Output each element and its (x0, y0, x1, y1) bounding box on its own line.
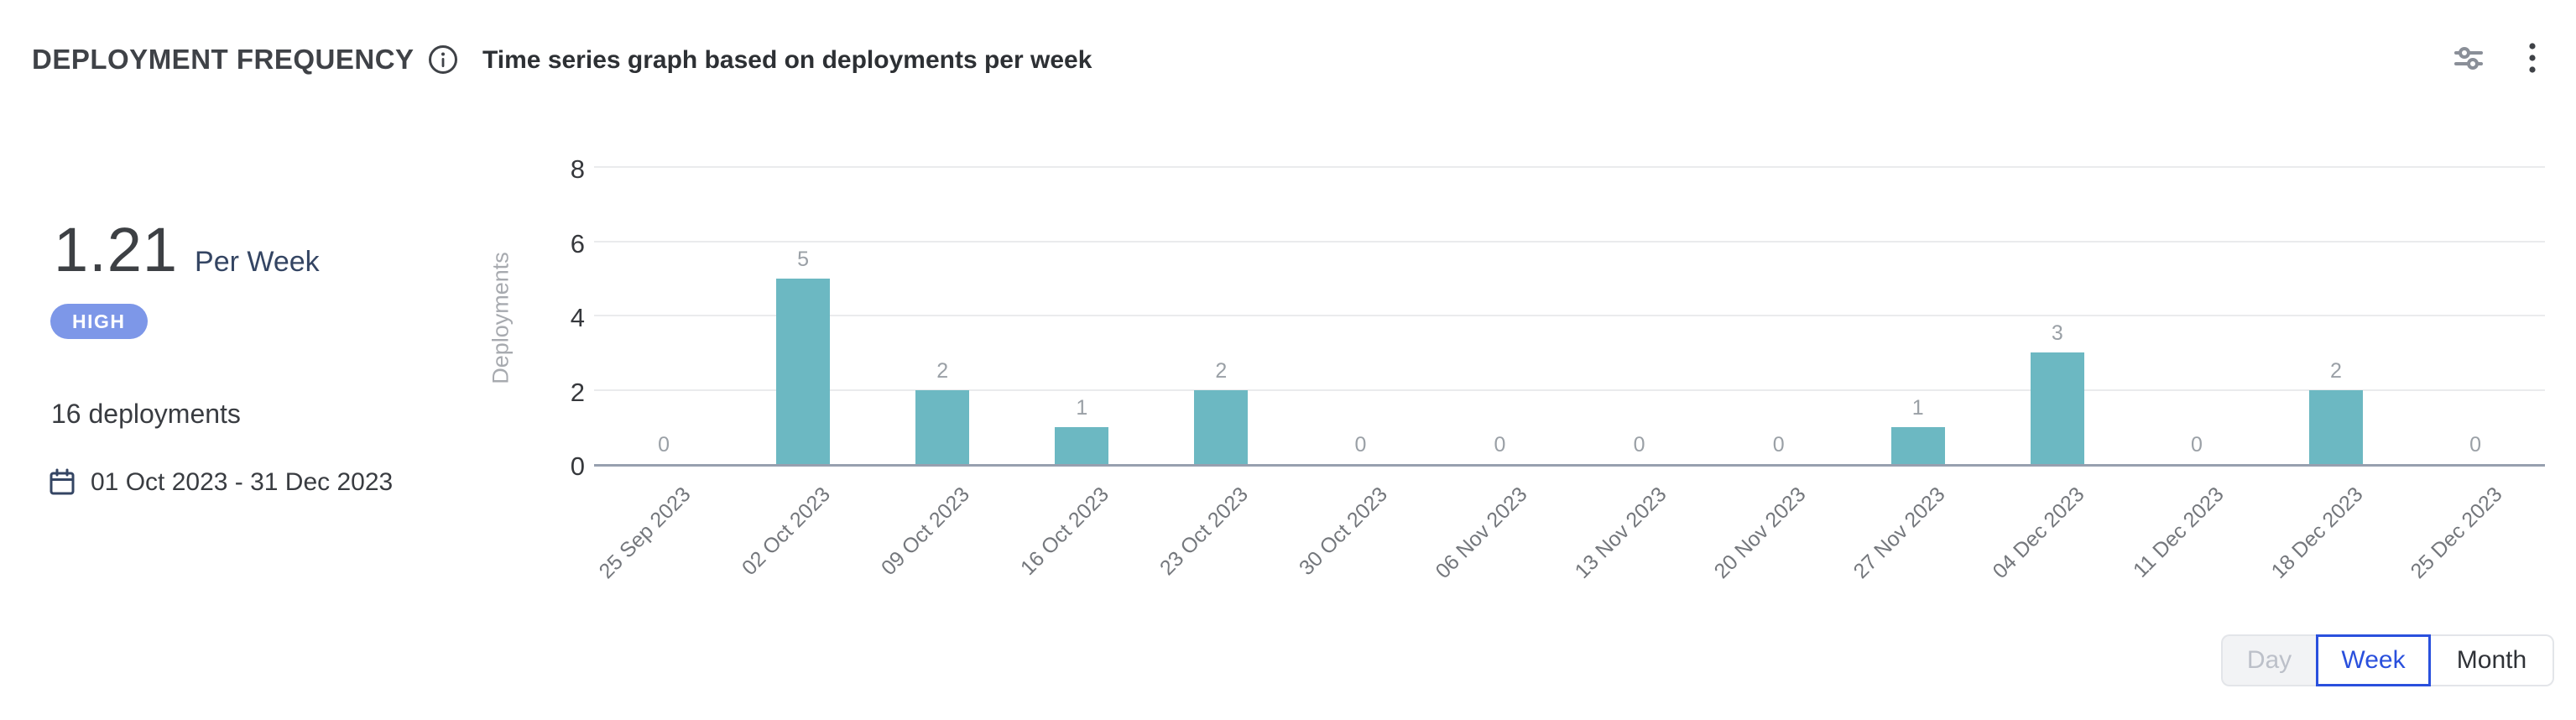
toggle-day-button[interactable]: Day (2221, 634, 2316, 686)
y-tick-label: 8 (570, 154, 585, 184)
plot-area: 0 25 Sep 2023 5 02 Oct 2023 2 09 Oct 2023 1 16 … (594, 166, 2545, 584)
deployment-bar (1194, 389, 1249, 464)
bar-value-label: 0 (1633, 433, 1645, 457)
date-range: 01 Oct 2023 - 31 Dec 2023 (49, 468, 393, 497)
y-tick-label: 6 (570, 228, 585, 258)
bar-value-label: 0 (1772, 433, 1785, 457)
x-axis-label: 30 Oct 2023 (1295, 483, 1393, 581)
summary-panel: 1.21 Per Week HIGH 16 deployments 01 Oct… (0, 0, 470, 720)
granularity-toggle: Day Week Month (2221, 634, 2554, 686)
bar-value-label: 3 (2051, 321, 2063, 346)
bar-slot: 2 18 Dec 2023 (2266, 170, 2406, 583)
deployment-bar (1890, 426, 1945, 464)
gridline (594, 166, 2545, 168)
bar-value-label: 1 (1911, 395, 1924, 420)
x-axis-label: 09 Oct 2023 (876, 483, 975, 581)
bar-slot: 0 25 Dec 2023 (2406, 170, 2545, 584)
bar-slot: 0 20 Nov 2023 (1709, 170, 1849, 584)
bar-value-label: 1 (1076, 395, 1088, 420)
bar-value-label: 0 (1494, 433, 1506, 457)
date-range-text: 01 Oct 2023 - 31 Dec 2023 (91, 468, 394, 496)
info-icon[interactable] (428, 44, 458, 75)
x-axis-label: 11 Dec 2023 (2128, 483, 2229, 582)
y-axis-ticks: 0 2 4 6 8 (503, 156, 585, 480)
bar-slot: 1 16 Oct 2023 (1012, 170, 1151, 580)
bar-slot: 3 04 Dec 2023 (1988, 170, 2127, 583)
deployment-bar (1055, 426, 1109, 464)
deployment-bar (776, 278, 831, 464)
performance-level-badge: HIGH (50, 304, 148, 339)
x-axis-label: 25 Dec 2023 (2406, 483, 2507, 584)
x-axis-label: 18 Dec 2023 (2266, 483, 2368, 584)
y-tick-label: 0 (570, 451, 585, 481)
bar-value-label: 0 (658, 433, 670, 457)
x-axis-label: 16 Oct 2023 (1015, 483, 1114, 581)
x-axis-label: 13 Nov 2023 (1570, 483, 1671, 584)
header-actions (2450, 37, 2541, 79)
deployment-bar (2308, 389, 2363, 464)
y-tick-label: 2 (570, 377, 585, 407)
x-axis-label: 20 Nov 2023 (1709, 483, 1811, 584)
toggle-week-button[interactable]: Week (2316, 634, 2431, 686)
x-axis-label: 04 Dec 2023 (1988, 483, 2089, 584)
deployment-bar (2030, 352, 2084, 464)
x-axis-label: 06 Nov 2023 (1431, 483, 1532, 584)
bar-value-label: 2 (936, 358, 949, 383)
x-axis-label: 27 Nov 2023 (1849, 483, 1950, 584)
x-axis-label: 02 Oct 2023 (737, 483, 835, 581)
frequency-value: 1.21 (54, 215, 179, 284)
toggle-month-button[interactable]: Month (2431, 634, 2554, 686)
bar-value-label: 0 (2469, 433, 2481, 457)
bar-slot: 0 25 Sep 2023 (594, 170, 733, 584)
y-tick-label: 4 (570, 303, 585, 332)
gridline (594, 389, 2545, 391)
bar-slot: 2 09 Oct 2023 (873, 170, 1012, 580)
chart-settings-button[interactable] (2450, 39, 2487, 76)
plot-slots: 0 25 Sep 2023 5 02 Oct 2023 2 09 Oct 2023 1 16 … (594, 170, 2545, 584)
deployment-bar (915, 389, 970, 464)
bar-slot: 0 13 Nov 2023 (1570, 170, 1709, 584)
bar-slot: 1 27 Nov 2023 (1849, 170, 1988, 583)
bar-value-label: 0 (2190, 433, 2203, 457)
bar-slot: 2 23 Oct 2023 (1151, 170, 1291, 580)
frequency-unit: Per Week (195, 246, 320, 278)
bar-value-label: 2 (2330, 358, 2342, 383)
widget-title: DEPLOYMENT FREQUENCY (32, 44, 415, 75)
more-options-button[interactable] (2524, 37, 2541, 79)
kebab-menu-icon (2527, 40, 2537, 76)
bar-slot: 0 06 Nov 2023 (1430, 170, 1569, 584)
widget-header: DEPLOYMENT FREQUENCY (32, 44, 458, 76)
bar-slot: 0 30 Oct 2023 (1291, 170, 1430, 581)
chart-subtitle: Time series graph based on deployments p… (482, 46, 1092, 74)
x-axis-label: 23 Oct 2023 (1155, 483, 1254, 581)
sliders-icon (2453, 43, 2484, 73)
x-axis-label: 25 Sep 2023 (594, 483, 696, 584)
bar-slot: 5 02 Oct 2023 (733, 170, 873, 580)
gridline (594, 315, 2545, 316)
calendar-icon (49, 468, 76, 497)
bar-slot: 0 11 Dec 2023 (2127, 170, 2266, 582)
bar-value-label: 5 (797, 247, 810, 271)
bar-value-label: 2 (1215, 358, 1228, 383)
gridline (594, 240, 2545, 243)
bar-value-label: 0 (1354, 433, 1367, 457)
total-deployments: 16 deployments (51, 399, 241, 429)
frequency-metric: 1.21 Per Week (54, 214, 320, 285)
